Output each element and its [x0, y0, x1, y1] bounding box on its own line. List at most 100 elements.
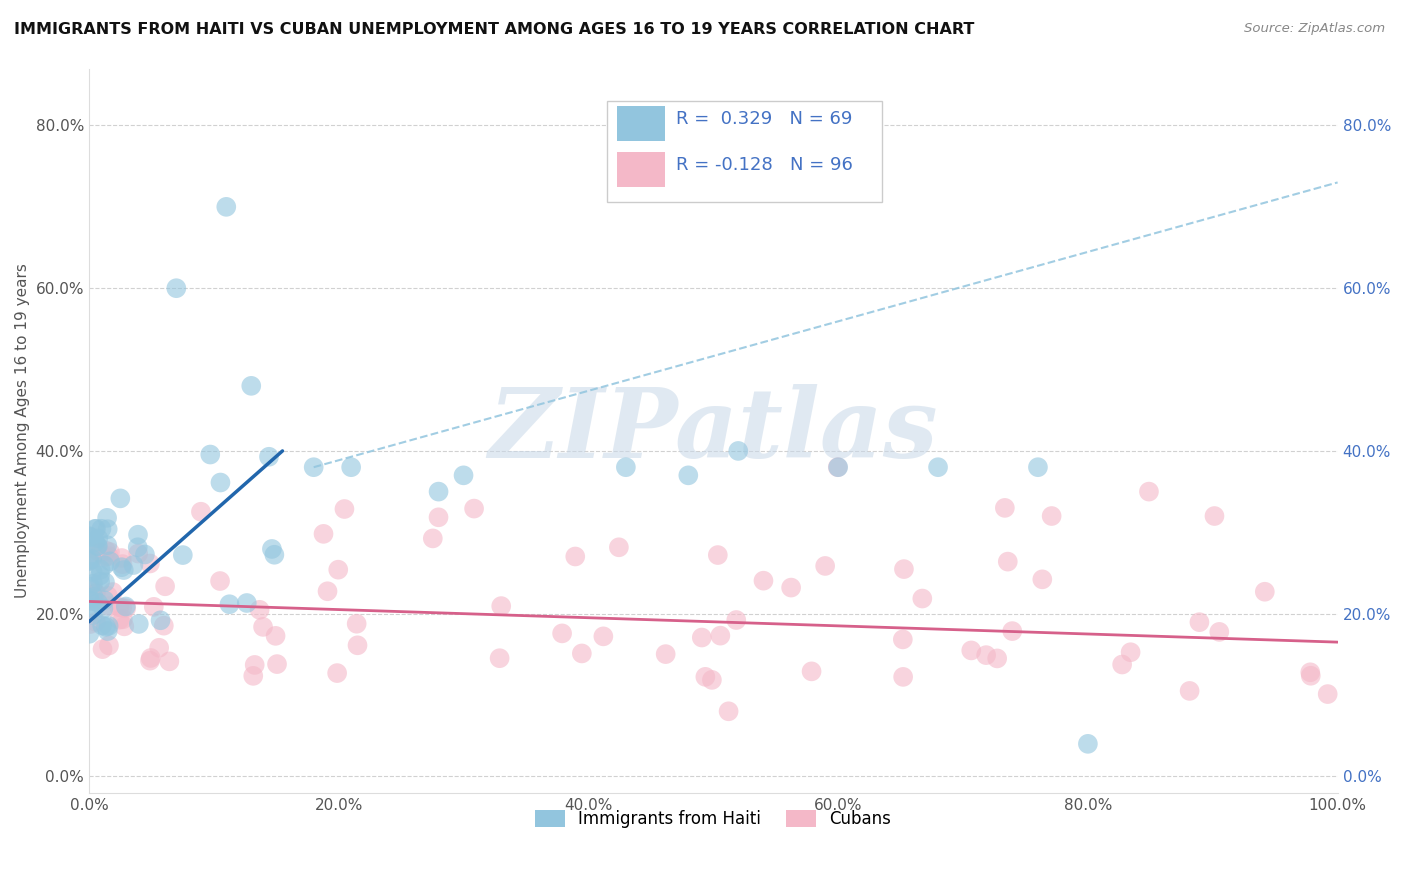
Point — [97, 522, 120, 536]
Point — [111, 601, 134, 615]
Point — [112, 563, 135, 577]
Point — [79, 553, 101, 567]
Point — [142, 599, 165, 614]
Point — [614, 460, 637, 475]
Point — [678, 468, 700, 483]
Point — [112, 619, 135, 633]
Point — [111, 557, 134, 571]
Point — [215, 200, 238, 214]
Point — [571, 647, 593, 661]
Point — [89, 568, 111, 582]
Point — [264, 629, 287, 643]
Point — [911, 591, 934, 606]
Point — [326, 666, 349, 681]
Point — [252, 620, 274, 634]
Point — [800, 665, 823, 679]
Point — [827, 460, 849, 475]
Point — [891, 670, 914, 684]
Point — [96, 538, 118, 552]
Point — [153, 618, 176, 632]
Point — [564, 549, 586, 564]
Point — [87, 539, 110, 553]
Point — [77, 529, 100, 543]
Point — [149, 613, 172, 627]
Point — [79, 593, 101, 607]
Point — [893, 562, 915, 576]
Point — [218, 597, 240, 611]
Point — [427, 510, 450, 524]
Point — [489, 599, 512, 613]
Point — [1077, 737, 1099, 751]
Point — [814, 558, 837, 573]
Point — [257, 450, 280, 464]
Point — [316, 584, 339, 599]
Point — [1299, 669, 1322, 683]
Point — [98, 545, 121, 559]
Point — [346, 638, 368, 652]
Point — [1299, 665, 1322, 680]
Point — [346, 616, 368, 631]
Point — [98, 599, 121, 613]
Point — [707, 548, 730, 562]
Point — [80, 552, 103, 566]
Point — [488, 651, 510, 665]
Point — [717, 704, 740, 718]
Point — [960, 643, 983, 657]
Point — [927, 460, 949, 475]
Point — [86, 539, 108, 553]
Point — [94, 620, 117, 634]
Point — [592, 629, 614, 643]
Point — [84, 535, 107, 549]
Point — [333, 502, 356, 516]
Point — [79, 626, 101, 640]
Point — [1178, 684, 1201, 698]
Point — [87, 532, 110, 546]
Point — [84, 542, 107, 557]
Point — [891, 632, 914, 647]
Point — [93, 601, 115, 615]
Point — [1001, 624, 1024, 639]
Point — [780, 581, 803, 595]
Text: Source: ZipAtlas.com: Source: ZipAtlas.com — [1244, 22, 1385, 36]
Point — [1188, 615, 1211, 630]
Point — [312, 526, 335, 541]
Point — [111, 612, 134, 626]
Point — [134, 548, 156, 562]
Point — [997, 555, 1019, 569]
Point — [1137, 484, 1160, 499]
Point — [91, 618, 114, 632]
Point — [114, 599, 136, 614]
Point — [340, 460, 363, 475]
Text: R = -0.128   N = 96: R = -0.128 N = 96 — [676, 156, 852, 174]
Point — [79, 617, 101, 632]
Point — [427, 484, 450, 499]
Point — [83, 590, 105, 604]
Point — [108, 613, 131, 627]
Point — [1040, 508, 1063, 523]
Point — [83, 583, 105, 598]
Point — [127, 541, 149, 555]
Point — [209, 574, 232, 588]
FancyBboxPatch shape — [617, 106, 665, 141]
Point — [654, 647, 676, 661]
Point — [77, 591, 100, 605]
Point — [157, 654, 180, 668]
Point — [97, 624, 120, 638]
Point — [200, 448, 222, 462]
Point — [101, 585, 124, 599]
Point — [453, 468, 475, 483]
Point — [165, 281, 187, 295]
Point — [243, 657, 266, 672]
Point — [94, 575, 117, 590]
Point — [551, 626, 574, 640]
Point — [1031, 572, 1053, 586]
Point — [266, 657, 288, 672]
Point — [139, 651, 162, 665]
Point — [80, 594, 103, 608]
Point — [90, 562, 112, 576]
Text: IMMIGRANTS FROM HAITI VS CUBAN UNEMPLOYMENT AMONG AGES 16 TO 19 YEARS CORRELATIO: IMMIGRANTS FROM HAITI VS CUBAN UNEMPLOYM… — [14, 22, 974, 37]
Point — [236, 596, 259, 610]
Point — [727, 444, 749, 458]
Point — [108, 600, 131, 615]
Point — [89, 546, 111, 560]
